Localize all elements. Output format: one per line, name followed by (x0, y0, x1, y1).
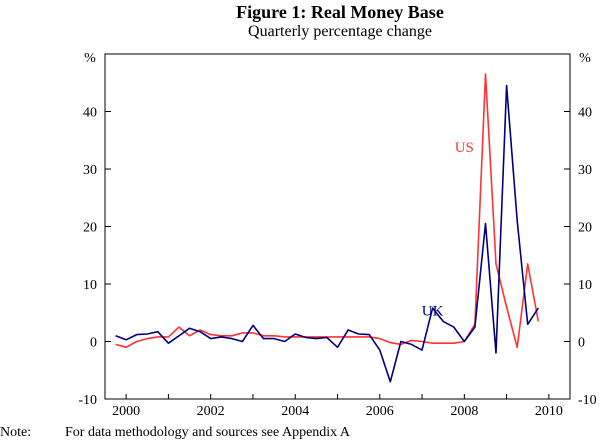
y-tick-label-right: 40 (578, 106, 592, 121)
y-tick-label-left: 40 (83, 106, 97, 121)
x-tick-label: 2002 (197, 404, 225, 419)
y-tick-label-right: -10 (578, 393, 597, 408)
x-tick-label: 2000 (112, 404, 140, 419)
footnote: Note: For data methodology and sources se… (0, 425, 350, 441)
chart: % % -10 -10 0 0 10 10 20 20 30 30 40 40 2000 2002 2004… (78, 51, 596, 420)
y-tick-label-left: 30 (83, 163, 97, 178)
y-unit-right: % (579, 51, 591, 66)
note-label: Note: (0, 425, 32, 440)
y-tick-label-right: 30 (578, 163, 592, 178)
y-tick-label-left: -10 (78, 393, 97, 408)
series-line-uk (115, 84, 539, 383)
series-line-us (115, 73, 540, 349)
y-tick-label-left: 0 (90, 336, 97, 351)
x-tick-label: 2004 (281, 404, 309, 419)
y-tick-label-left: 20 (83, 221, 97, 236)
y-tick-label-right: 20 (578, 221, 592, 236)
note-text: For data methodology and sources see App… (65, 425, 351, 440)
series-label-us: US (455, 140, 474, 156)
figure-title: Figure 1: Real Money Base (236, 2, 444, 22)
ticks-layer: -10 -10 0 0 10 10 20 20 30 30 40 40 2000 2002 2004 2006… (78, 106, 596, 420)
x-tick-label: 2008 (450, 404, 478, 419)
y-tick-label-right: 10 (578, 278, 592, 293)
x-tick-label: 2006 (366, 404, 394, 419)
annotations-layer: US UK (422, 140, 474, 320)
series-layer (115, 73, 540, 383)
y-tick-label-right: 0 (578, 336, 585, 351)
y-tick-label-left: 10 (83, 278, 97, 293)
x-tick-label: 2010 (535, 404, 563, 419)
figure-subtitle: Quarterly percentage change (248, 23, 432, 40)
series-label-uk: UK (422, 304, 444, 320)
y-unit-left: % (84, 51, 96, 66)
